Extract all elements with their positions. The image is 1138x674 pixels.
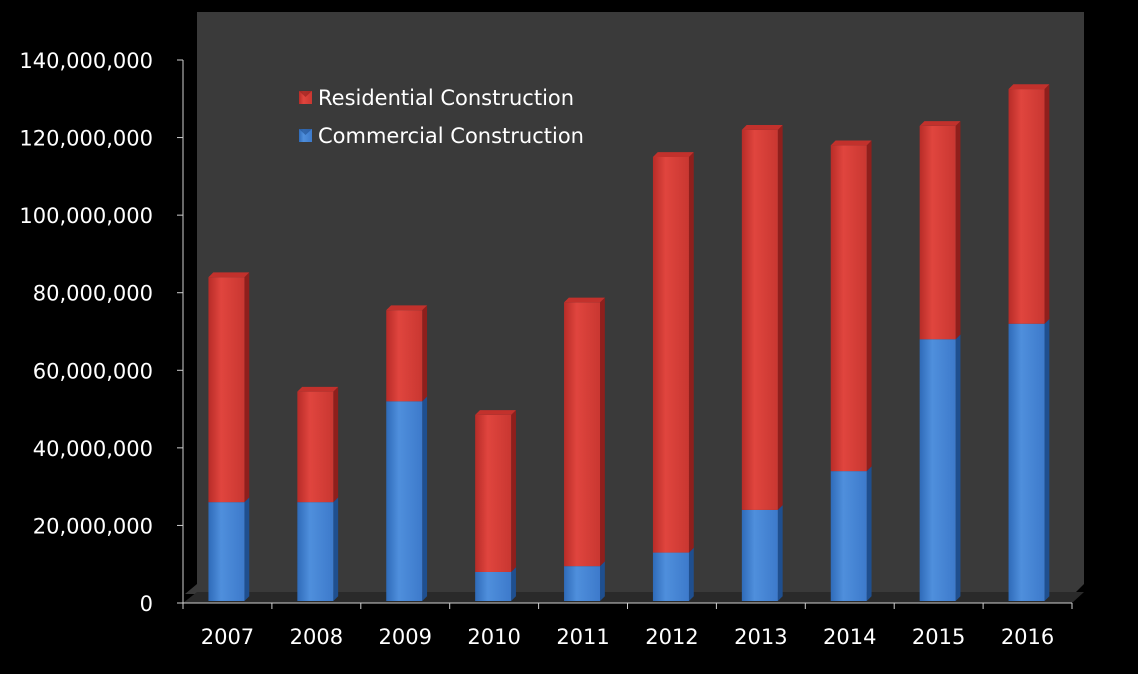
- bar-residential-2015-top: [919, 121, 961, 126]
- bar-residential-2013-side: [777, 125, 783, 510]
- bar-commercial-2011-side: [600, 561, 605, 601]
- bar-residential-2008-top: [297, 386, 339, 392]
- bar-residential-2014: [830, 145, 867, 472]
- bar-residential-2010-top: [475, 410, 516, 415]
- bar-commercial-2015-side: [955, 334, 961, 601]
- legend-item-residential: Residential Construction: [299, 86, 574, 110]
- bar-residential-2008: [297, 391, 334, 503]
- bar-commercial-2013: [741, 509, 778, 601]
- bar-residential-2012: [652, 156, 689, 553]
- x-tick-label: 2011: [556, 625, 609, 649]
- legend-label-commercial: Commercial Construction: [318, 124, 584, 148]
- bar-residential-2007-side: [244, 272, 250, 503]
- bar-series: [208, 84, 1050, 601]
- bar-commercial-2015: [919, 339, 956, 601]
- bar-residential-2012-top: [652, 152, 694, 157]
- bar-residential-2007: [208, 277, 245, 503]
- x-tick-label: 2008: [290, 625, 343, 649]
- x-tick-label: 2010: [467, 625, 520, 649]
- y-tick-label: 60,000,000: [33, 359, 153, 383]
- legend-swatch-residential: [299, 91, 312, 104]
- y-tick-label: 0: [140, 592, 153, 616]
- bar-residential-2011-side: [600, 297, 605, 567]
- x-tick-label: 2007: [201, 625, 254, 649]
- legend-swatch-commercial-top: [299, 129, 312, 135]
- bar-residential-2010: [475, 414, 512, 572]
- bar-residential-2016-top: [1008, 84, 1050, 90]
- x-tick-label: 2016: [1001, 625, 1054, 649]
- bar-commercial-2007-side: [244, 497, 250, 601]
- bar-residential-2009-side: [422, 305, 428, 402]
- legend-label-residential: Residential Construction: [318, 86, 574, 110]
- bar-residential-2011-top: [564, 297, 605, 303]
- legend-item-commercial: Commercial Construction: [299, 124, 584, 148]
- x-tick-label: 2009: [379, 625, 432, 649]
- bar-residential-2009-top: [386, 305, 428, 311]
- x-tick-label: 2012: [645, 625, 698, 649]
- x-tick-label: 2014: [823, 625, 876, 649]
- bar-residential-2008-side: [333, 386, 339, 503]
- bar-commercial-2009: [386, 401, 423, 601]
- bar-commercial-2008-side: [333, 497, 339, 601]
- y-tick-label: 80,000,000: [33, 282, 153, 306]
- bar-residential-2013: [741, 129, 778, 510]
- bar-residential-2014-side: [866, 140, 872, 472]
- bar-commercial-2007: [208, 502, 245, 601]
- bar-commercial-2010: [475, 571, 512, 601]
- y-tick-label: 40,000,000: [33, 437, 153, 461]
- y-tick-label: 100,000,000: [19, 204, 153, 228]
- y-axis-ticks: 0 20,000,000 40,000,000 60,000,000 80,000,00…: [19, 49, 183, 616]
- bar-residential-2011: [564, 302, 601, 567]
- x-axis-ticks: 2007 2008 2009 2010 2011 2012 2013 2014 2015 2016: [182, 603, 1073, 649]
- bar-commercial-2012-side: [688, 547, 694, 601]
- bar-commercial-2010-side: [511, 567, 516, 601]
- bar-residential-2014-top: [830, 140, 872, 146]
- bar-commercial-2014: [830, 471, 867, 601]
- y-tick-label: 120,000,000: [19, 127, 153, 151]
- bar-residential-2012-side: [688, 152, 694, 553]
- bar-commercial-2016: [1008, 323, 1045, 601]
- bar-residential-2016-side: [1044, 84, 1050, 324]
- bar-residential-2013-top: [741, 125, 783, 130]
- bar-commercial-2013-side: [777, 505, 783, 601]
- bar-commercial-2016-side: [1044, 318, 1050, 601]
- y-tick-label: 140,000,000: [19, 49, 153, 73]
- legend-swatch-commercial: [299, 129, 312, 142]
- x-tick-label: 2013: [734, 625, 787, 649]
- bar-residential-2015: [919, 125, 956, 340]
- bar-residential-2010-side: [511, 410, 516, 572]
- legend-swatch-residential-top: [299, 91, 312, 97]
- bar-residential-2016: [1008, 89, 1045, 324]
- bar-commercial-2014-side: [866, 466, 872, 601]
- x-tick-label: 2015: [912, 625, 965, 649]
- legend: Residential Construction Commercial Cons…: [299, 86, 584, 148]
- y-tick-label: 20,000,000: [33, 514, 153, 538]
- bar-commercial-2009-side: [422, 396, 428, 601]
- bar-residential-2007-top: [208, 272, 250, 278]
- bar-residential-2009: [386, 310, 423, 402]
- bar-commercial-2012: [652, 552, 689, 601]
- bar-commercial-2008: [297, 502, 334, 601]
- bar-residential-2015-side: [955, 121, 961, 340]
- bar-commercial-2011: [564, 566, 601, 601]
